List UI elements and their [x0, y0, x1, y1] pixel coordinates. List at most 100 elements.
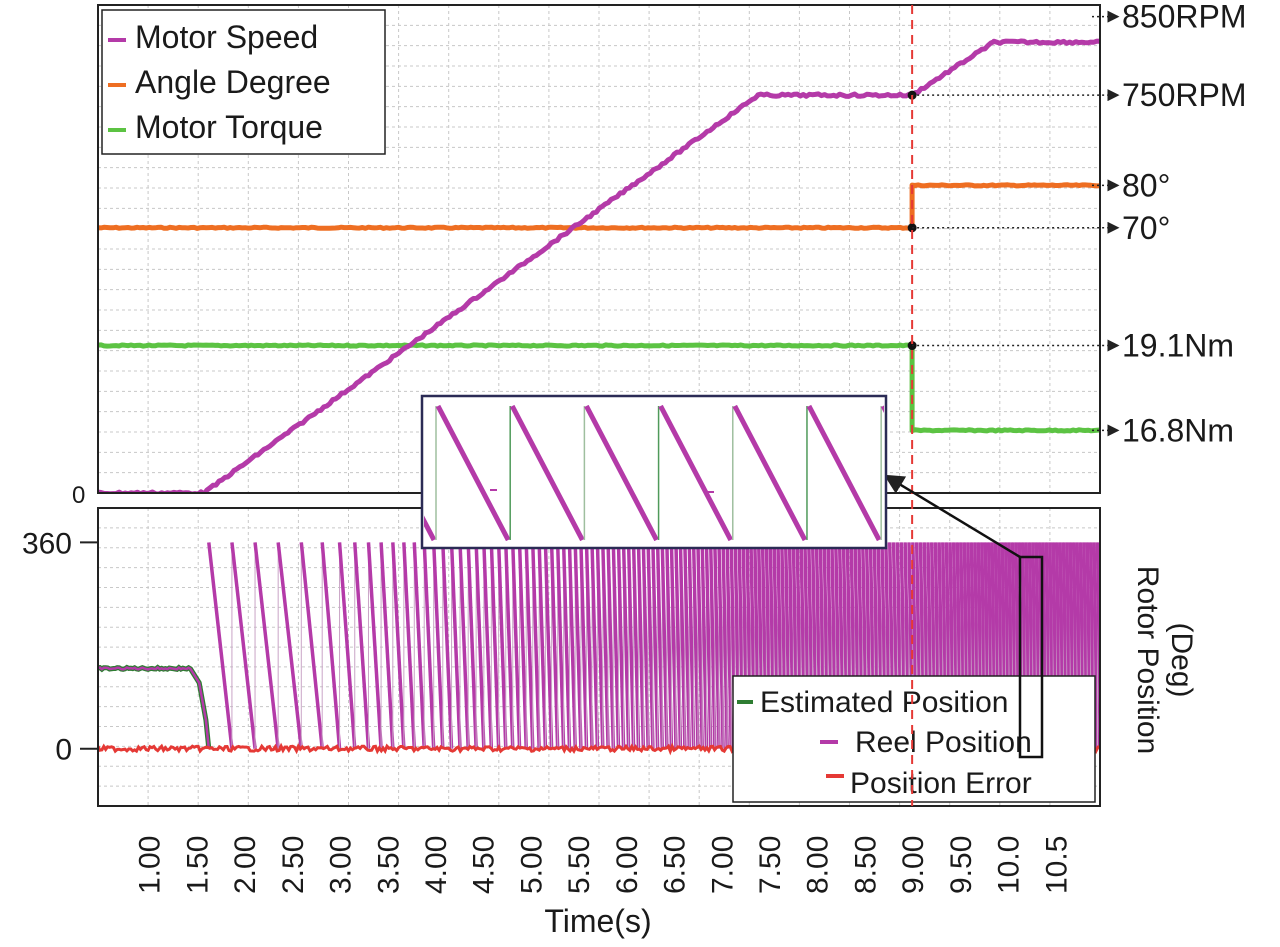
annotation-label: 16.8Nm	[1122, 412, 1234, 448]
reel-ramp	[337, 542, 357, 749]
reel-ramp	[683, 542, 692, 749]
reel-ramp	[549, 542, 560, 749]
reel-ramp	[595, 542, 605, 749]
x-tick-label: 3.00	[325, 836, 358, 894]
x-tick-label: 2.50	[277, 836, 310, 894]
reel-ramp	[230, 542, 257, 749]
x-axis-ticks: 1.00 1.50 2.00 2.50 3.00 3.50 4.00 4.50 5.00 5.50…	[134, 836, 1074, 894]
annotation-label: 850RPM	[1122, 0, 1247, 35]
x-tick-label: 6.50	[659, 836, 692, 894]
reel-ramp	[687, 542, 696, 749]
reel-ramp	[474, 542, 486, 749]
inset-reel-ramp	[880, 405, 884, 413]
annotation-label: 750RPM	[1122, 77, 1247, 113]
reel-ramp	[616, 542, 626, 749]
annotation-label: 19.1Nm	[1122, 328, 1234, 364]
reel-ramp	[579, 542, 589, 749]
x-tick-label: 7.00	[706, 836, 739, 894]
x-tick-label: 5.50	[563, 836, 596, 894]
reel-ramp	[669, 542, 678, 749]
x-axis-label: Time(s)	[544, 903, 651, 939]
inset-series-group	[424, 404, 884, 542]
x-tick-label: 1.50	[181, 836, 214, 894]
legend-label-reel-position: Reel Position	[855, 726, 1032, 759]
reel-ramp	[412, 542, 426, 749]
series-line-angle-degree	[98, 182, 1100, 231]
legend-label-angle-degree: Angle Degree	[135, 64, 331, 100]
reel-ramp	[276, 542, 304, 749]
reel-ramp	[391, 542, 406, 749]
legend-label-estimated-position: Estimated Position	[760, 686, 1008, 719]
x-tick-label: 8.50	[849, 836, 882, 894]
reel-ramp	[655, 542, 665, 749]
series-line-motor-speed	[98, 38, 1100, 493]
bottom-y-label-line1: Rotor Position	[1131, 566, 1164, 754]
reel-ramp	[641, 542, 650, 749]
bottom-y-ticks: 0 360	[22, 527, 98, 767]
reel-ramp	[626, 542, 636, 749]
reel-ramp	[696, 542, 704, 749]
reel-ramp	[431, 542, 445, 749]
reel-ramp	[496, 542, 508, 749]
bottom-y-label-line2: (Deg)	[1165, 622, 1198, 697]
reel-ramp	[555, 542, 566, 749]
zoom-callout	[883, 474, 1044, 759]
x-tick-label: 8.00	[802, 836, 835, 894]
reel-ramp	[646, 542, 655, 749]
reel-ramp	[530, 542, 541, 749]
reel-ramp	[636, 542, 646, 749]
reel-ramp	[584, 542, 594, 749]
x-tick-label: 1.00	[134, 836, 167, 894]
reel-ramp	[674, 542, 683, 749]
reel-ramp	[504, 542, 515, 749]
inset-reel-ramp	[658, 404, 733, 542]
reel-ramp	[441, 542, 454, 749]
reel-ramp	[590, 542, 600, 749]
reel-ramp	[717, 542, 725, 749]
reel-ramp	[510, 542, 522, 749]
reel-ramp	[402, 542, 417, 749]
reel-ramp	[561, 542, 572, 749]
bottom-legend-box	[732, 675, 1096, 803]
zoom-inset	[420, 394, 888, 550]
reel-ramp	[537, 542, 548, 749]
bottom-panel: 0 360 Rotor Position (Deg) Estimated Posi…	[22, 507, 1198, 807]
top-legend: Motor Speed Angle Degree Motor Torque	[101, 9, 386, 155]
legend-label-motor-torque: Motor Torque	[135, 109, 323, 145]
reel-ramp	[543, 542, 554, 749]
reel-ramp	[721, 542, 729, 749]
bottom-legend: Estimated Position Reel Position Positio…	[732, 675, 1096, 803]
inset-reel-ramp	[584, 404, 659, 542]
reel-ramp	[379, 542, 395, 749]
top-series-group	[98, 38, 1100, 493]
reel-ramp	[691, 542, 700, 749]
top-panel: 0 850RPM 750RPM 80° 70° 19.1Nm 16.8Nm Motor S…	[72, 0, 1247, 509]
annotation-label: 80°	[1122, 167, 1170, 203]
legend-label-motor-speed: Motor Speed	[135, 19, 318, 55]
reel-ramp	[489, 542, 501, 749]
reel-ramp	[665, 542, 674, 749]
inset-reel-ramp	[435, 404, 511, 542]
reel-ramp	[207, 542, 234, 749]
x-tick-label: 6.00	[611, 836, 644, 894]
reel-ramp	[320, 542, 342, 749]
x-tick-label: 4.50	[468, 836, 501, 894]
reel-ramp	[601, 542, 610, 749]
inset-reel-ramp	[806, 404, 882, 542]
reel-ramp	[1092, 542, 1100, 749]
series-line-reel-initial	[98, 665, 211, 749]
reel-ramp	[631, 542, 641, 749]
reel-ramp	[422, 542, 436, 749]
x-tick-label: 9.50	[945, 836, 978, 894]
x-tick-label: 10.5	[1040, 836, 1073, 894]
reel-ramp	[567, 542, 577, 749]
x-tick-label: 10.0	[993, 836, 1026, 894]
reel-ramp	[517, 542, 528, 749]
zoom-source-rect	[1018, 555, 1044, 759]
inset-reel-ramp	[509, 404, 585, 542]
reel-ramp	[700, 542, 709, 749]
reel-ramp	[482, 542, 494, 749]
inset-reel-ramp	[732, 404, 808, 542]
bottom-y-tick-label: 0	[55, 734, 72, 767]
